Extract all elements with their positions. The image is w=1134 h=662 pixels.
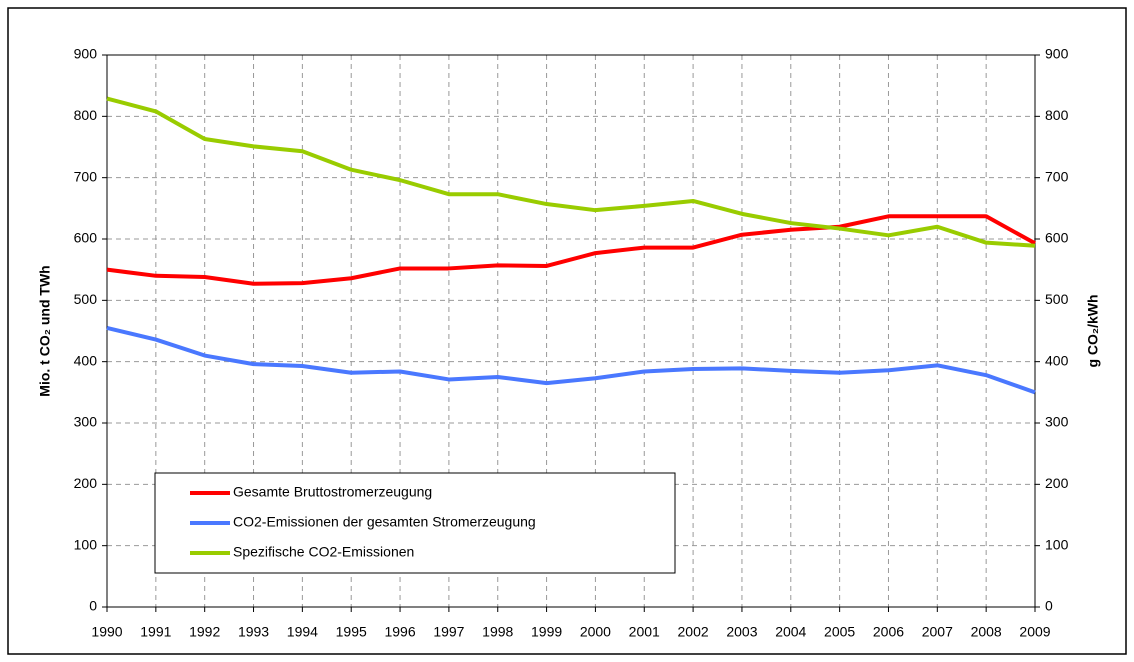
y2-tick-label: 900: [1045, 46, 1069, 62]
data-line: [106, 214, 1036, 286]
y2-tick-label: 0: [1045, 598, 1053, 614]
x-tick-label: 1991: [140, 624, 171, 640]
x-tick-label: 2001: [629, 624, 660, 640]
y2-tick-label: 200: [1045, 475, 1069, 491]
y2-tick-label: 700: [1045, 168, 1069, 184]
y-tick-label: 900: [74, 46, 98, 62]
y-tick-label: 400: [74, 352, 98, 368]
x-tick-label: 2000: [580, 624, 611, 640]
y-tick-label: 100: [74, 536, 98, 552]
y2-tick-label: 600: [1045, 230, 1069, 246]
x-tick-label: 2002: [678, 624, 709, 640]
y2-tick-label: 500: [1045, 291, 1069, 307]
y-tick-label: 700: [74, 168, 98, 184]
x-tick-label: 1997: [433, 624, 464, 640]
x-tick-label: 2008: [971, 624, 1002, 640]
x-tick-label: 1999: [531, 624, 562, 640]
y-tick-label: 800: [74, 107, 98, 123]
x-tick-label: 2005: [824, 624, 855, 640]
y-tick-label: 300: [74, 414, 98, 430]
legend-label: CO2-Emissionen der gesamten Stromerzeugu…: [233, 514, 536, 530]
x-tick-label: 1994: [287, 624, 318, 640]
x-tick-label: 2003: [726, 624, 757, 640]
y2-tick-label: 800: [1045, 107, 1069, 123]
y2-tick-label: 400: [1045, 352, 1069, 368]
x-tick-label: 1990: [91, 624, 122, 640]
x-tick-label: 2006: [873, 624, 904, 640]
x-tick-label: 2007: [922, 624, 953, 640]
x-tick-label: 1992: [189, 624, 220, 640]
y2-tick-label: 100: [1045, 536, 1069, 552]
x-tick-label: 2004: [775, 624, 806, 640]
y-tick-label: 200: [74, 475, 98, 491]
data-line: [106, 325, 1036, 395]
x-tick-label: 2009: [1019, 624, 1050, 640]
y-tick-label: 0: [89, 598, 97, 614]
legend-label: Gesamte Bruttostromerzeugung: [233, 484, 432, 500]
data-line: [106, 96, 1036, 248]
legend-label: Spezifische CO2-Emissionen: [233, 544, 414, 560]
legend: [154, 472, 676, 574]
y-tick-label: 600: [74, 230, 98, 246]
x-tick-label: 1993: [238, 624, 269, 640]
y-tick-label: 500: [74, 291, 98, 307]
y-axis-label: Mio. t CO₂ und TWh: [37, 265, 53, 396]
x-tick-label: 1995: [336, 624, 367, 640]
x-tick-label: 1998: [482, 624, 513, 640]
y2-tick-label: 300: [1045, 414, 1069, 430]
x-tick-label: 1996: [384, 624, 415, 640]
y2-axis-label: g CO₂/kWh: [1085, 294, 1101, 367]
